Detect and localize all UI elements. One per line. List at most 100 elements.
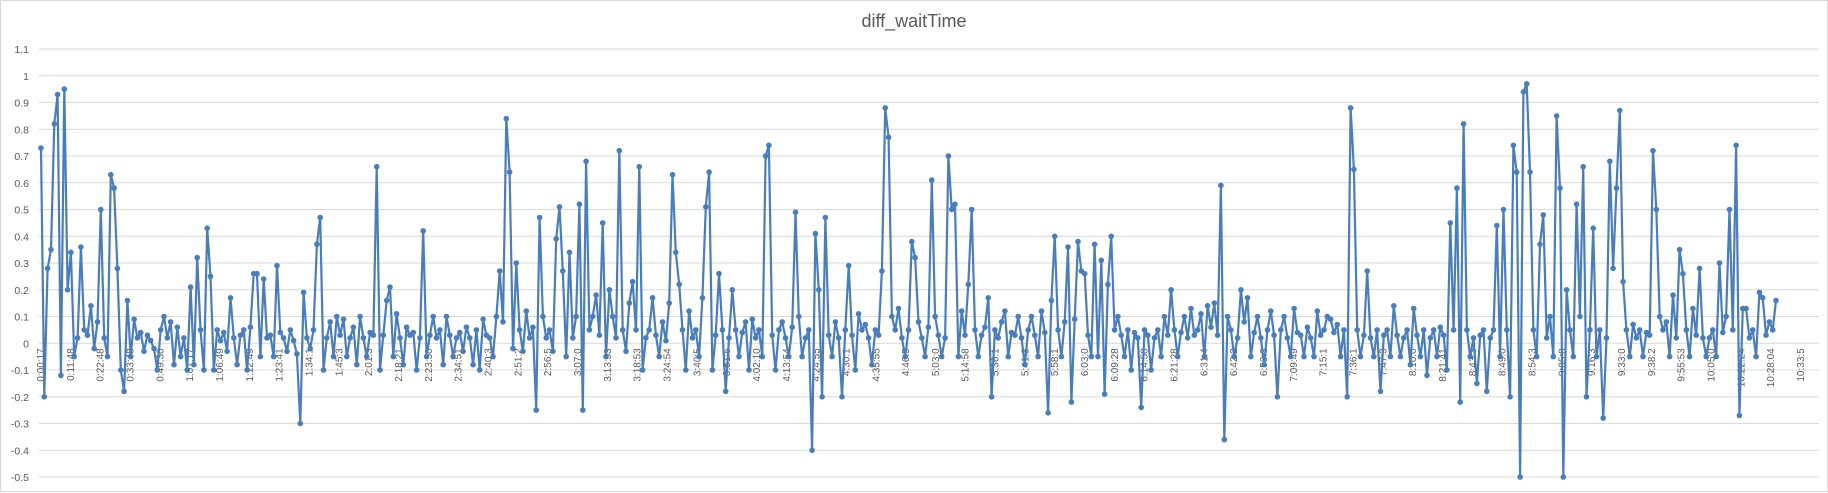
y-tick-label: -0.2: [11, 392, 29, 404]
data-point: [1726, 206, 1733, 213]
data-point: [1168, 287, 1174, 293]
y-tick-label: -0.3: [11, 419, 29, 431]
data-point: [1553, 113, 1560, 119]
data-point: [201, 367, 207, 373]
data-point: [506, 169, 513, 175]
data-point: [1680, 270, 1686, 277]
data-point: [1490, 327, 1497, 333]
data-point: [1005, 353, 1011, 360]
data-point: [1327, 316, 1334, 323]
data-point: [1364, 268, 1370, 274]
data-point: [1583, 394, 1590, 400]
data-point: [1244, 295, 1251, 301]
data-point: [882, 105, 888, 111]
data-point: [450, 353, 456, 360]
data-point: [1600, 415, 1606, 421]
data-point: [1344, 394, 1350, 400]
data-point: [1590, 225, 1596, 231]
data-point: [1301, 353, 1307, 360]
data-point: [1128, 367, 1134, 373]
data-point: [895, 305, 902, 312]
data-point: [1381, 332, 1387, 339]
data-point: [1756, 289, 1763, 296]
data-point: [556, 204, 563, 210]
data-point: [1573, 201, 1580, 207]
y-tick-label: -0.4: [11, 445, 29, 457]
data-point: [586, 327, 593, 333]
data-point: [749, 316, 756, 323]
data-point: [752, 335, 759, 341]
data-point: [307, 345, 314, 352]
data-point: [606, 287, 613, 293]
data-point: [1570, 353, 1577, 360]
data-point: [1141, 327, 1148, 333]
x-tick-label: 10:05:0: [1707, 348, 1718, 382]
data-point: [224, 348, 230, 355]
data-point: [1022, 361, 1028, 368]
data-point: [679, 327, 686, 333]
data-point: [560, 268, 566, 274]
data-point: [217, 337, 224, 344]
data-point: [184, 367, 190, 373]
data-point: [1361, 332, 1367, 339]
data-point: [84, 332, 91, 339]
data-point: [922, 353, 928, 360]
data-point: [141, 348, 147, 355]
data-point: [1407, 361, 1414, 368]
data-point: [254, 270, 260, 277]
data-point: [114, 265, 121, 272]
data-point: [806, 327, 812, 333]
x-tick-label: 2:18:21: [394, 348, 405, 382]
x-tick-label: 0:22:48: [96, 348, 107, 382]
data-point: [1430, 327, 1437, 333]
x-tick-label: 4:30:1: [841, 348, 852, 376]
data-point: [1198, 311, 1204, 317]
data-point: [576, 201, 583, 207]
data-point: [174, 324, 181, 331]
data-point: [756, 327, 762, 333]
x-tick-label: 2:40:3: [483, 348, 494, 376]
data-point: [447, 332, 453, 339]
data-point: [78, 244, 84, 250]
x-tick-label: 4:02:10: [752, 348, 763, 382]
data-point: [1613, 185, 1620, 191]
data-point: [1464, 327, 1470, 333]
data-point: [978, 332, 985, 339]
data-point: [879, 268, 885, 274]
x-tick-label: 8:49:0: [1498, 348, 1509, 376]
data-point: [1331, 329, 1337, 336]
data-point: [1533, 353, 1540, 360]
x-tick-label: 6:21:28: [1170, 348, 1181, 382]
data-point: [1178, 329, 1184, 336]
data-point: [357, 313, 363, 320]
data-point: [54, 91, 61, 98]
data-point: [789, 324, 795, 331]
data-point: [829, 353, 835, 360]
data-point: [1467, 353, 1473, 360]
data-point: [320, 367, 327, 373]
data-point: [1627, 353, 1633, 360]
data-point: [124, 297, 131, 304]
y-tick-label: 0: [23, 338, 29, 350]
data-point: [1716, 260, 1723, 266]
data-point: [1241, 319, 1247, 325]
data-point: [1447, 220, 1454, 226]
data-point: [540, 313, 546, 320]
data-point: [772, 367, 779, 373]
data-point: [616, 147, 623, 154]
data-point: [1759, 295, 1766, 301]
data-point: [207, 273, 214, 280]
data-point: [1457, 399, 1463, 405]
x-tick-label: 8:10:0: [1408, 348, 1419, 376]
data-point: [58, 372, 64, 379]
data-point: [1194, 327, 1201, 333]
data-point: [41, 394, 48, 400]
data-point: [1321, 327, 1327, 333]
data-point: [1191, 332, 1198, 339]
data-point: [1091, 241, 1098, 248]
data-point: [819, 394, 825, 400]
data-point: [589, 313, 596, 320]
data-point: [121, 388, 127, 395]
data-point: [68, 249, 74, 256]
data-point: [1683, 327, 1690, 333]
